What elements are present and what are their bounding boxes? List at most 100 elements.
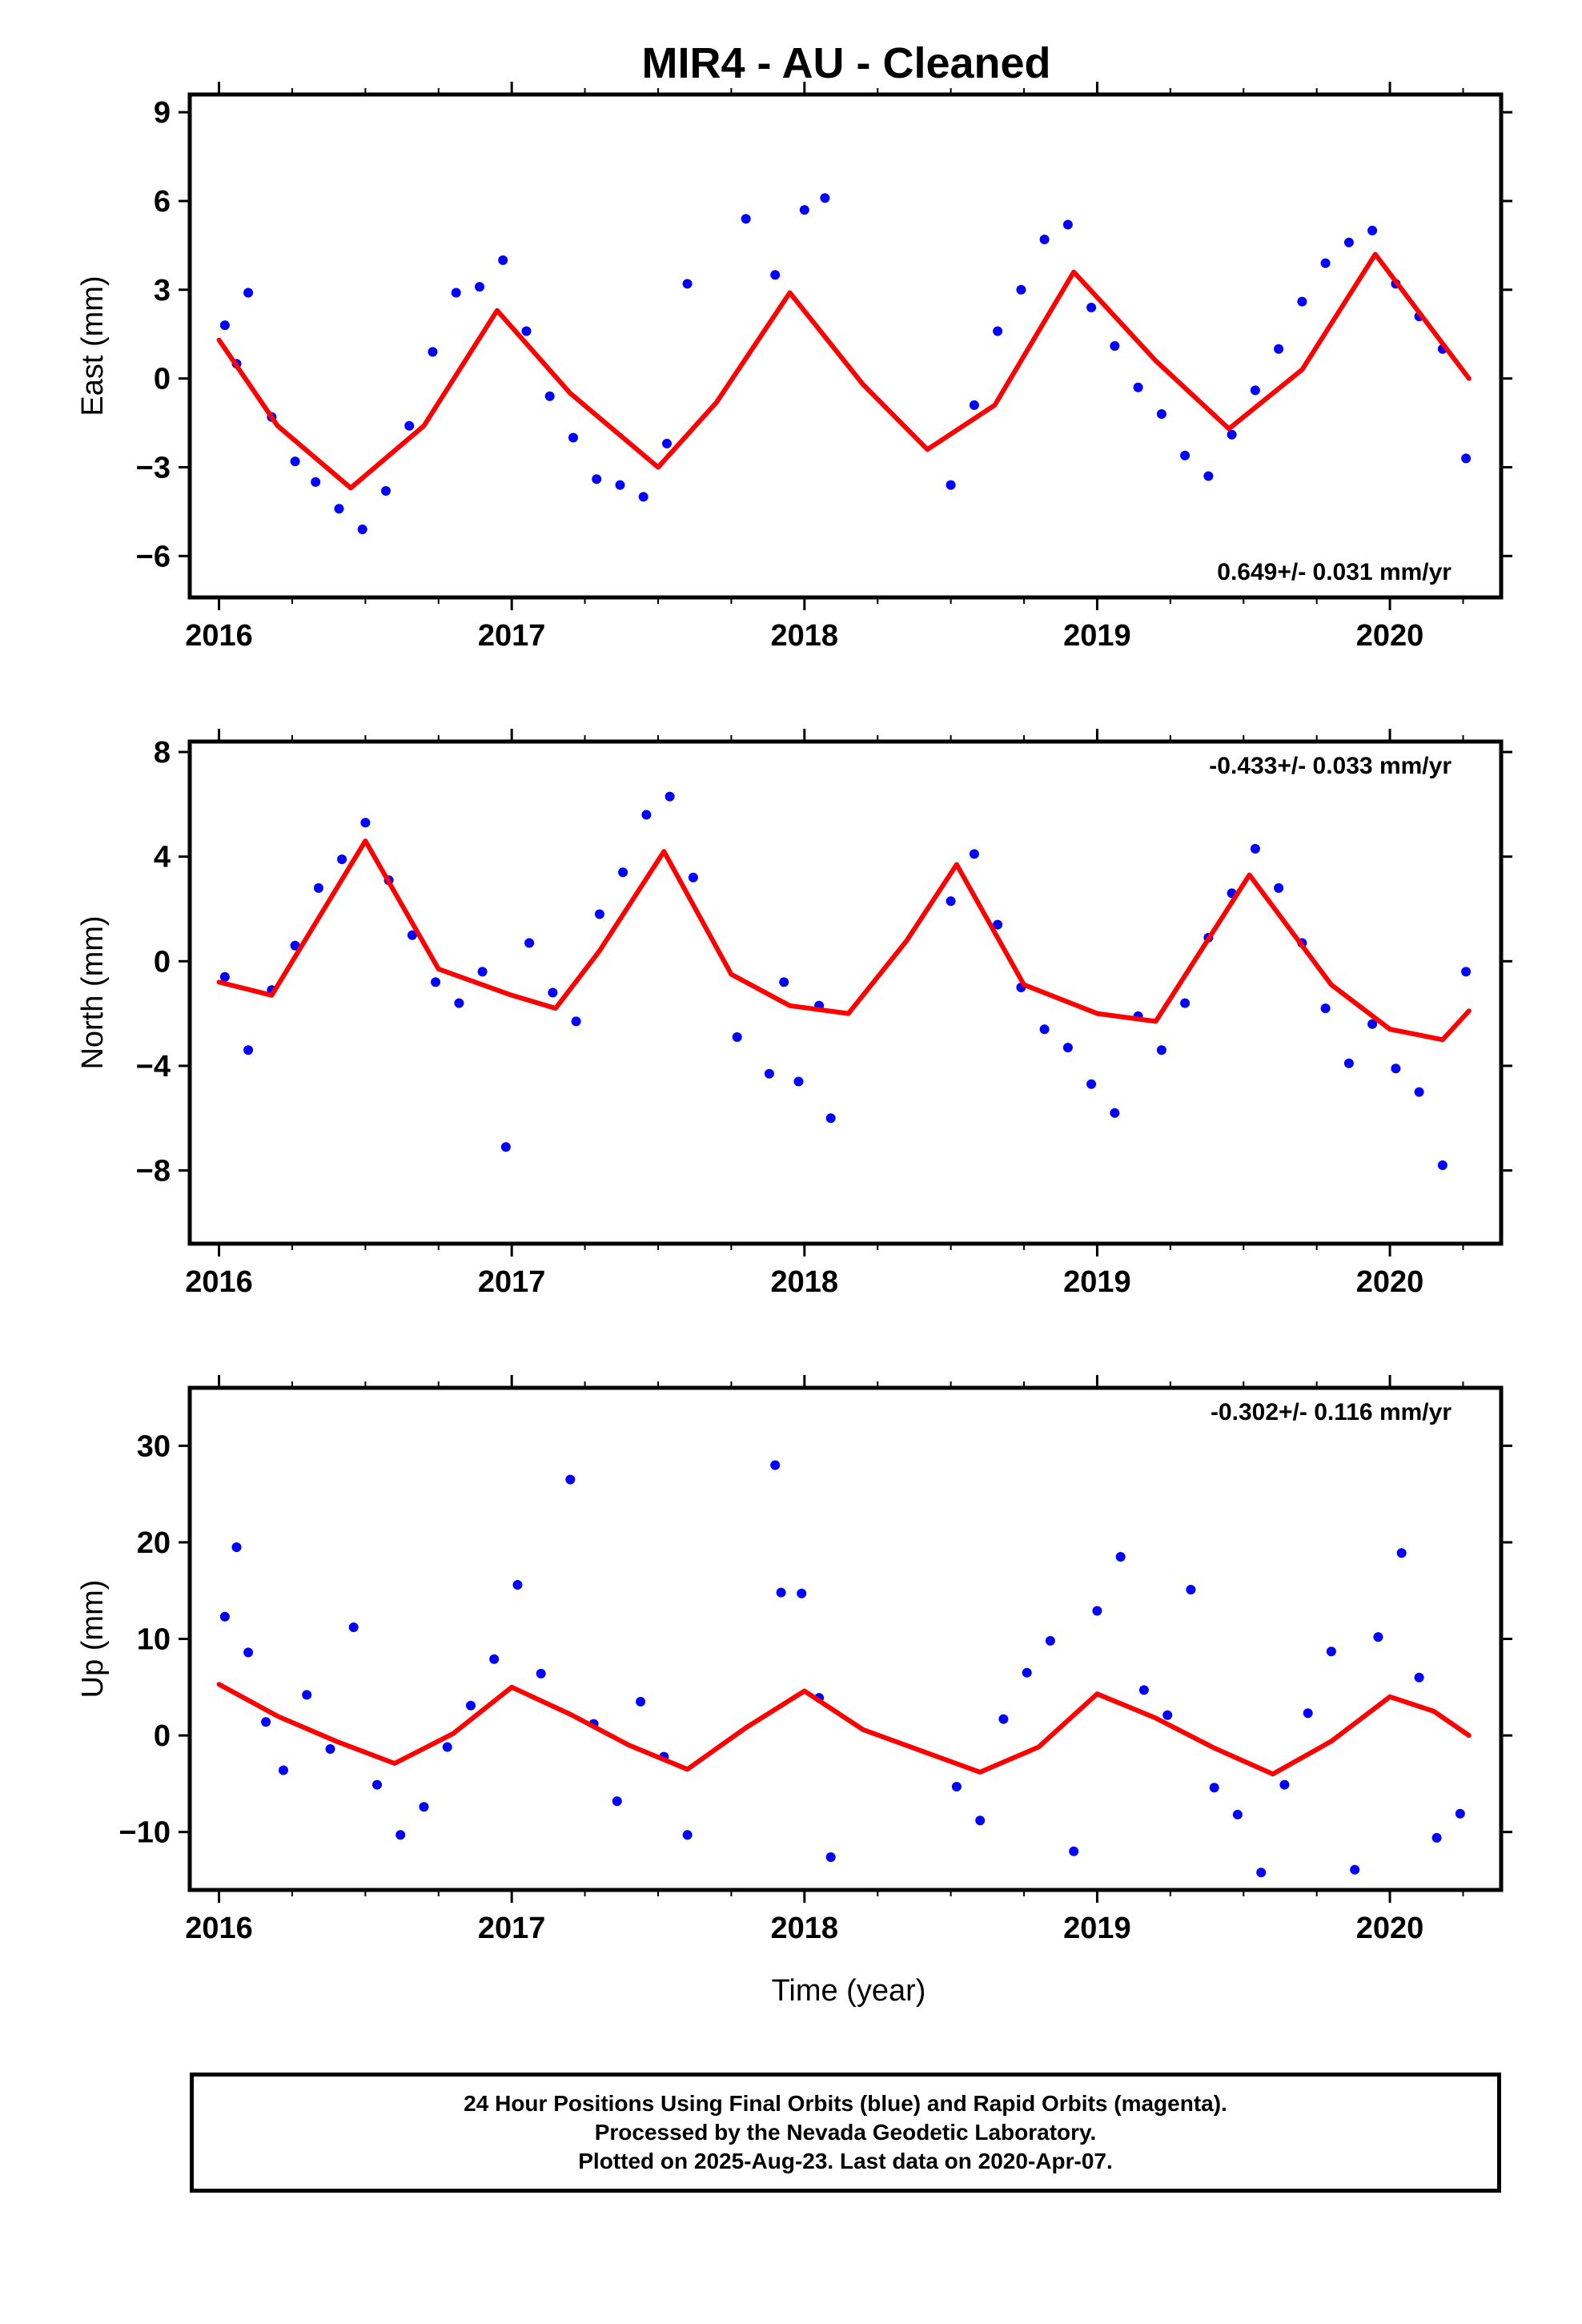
data-point: [372, 1779, 382, 1790]
data-point: [302, 1690, 312, 1700]
figure-title: MIR4 - AU - Cleaned: [641, 39, 1050, 87]
data-point: [779, 977, 789, 987]
data-point: [407, 930, 417, 940]
data-point: [1431, 1832, 1442, 1843]
y-tick-label: −4: [136, 1050, 171, 1084]
data-point: [1414, 1087, 1424, 1097]
data-point: [1092, 1606, 1102, 1616]
y-axis-label: North (mm): [76, 915, 110, 1069]
y-tick-label: 6: [154, 185, 171, 219]
data-point: [1209, 1783, 1219, 1793]
y-tick-label: 0: [154, 1719, 171, 1753]
data-point: [1180, 450, 1191, 460]
seasonal-fit-curve: [216, 251, 1472, 491]
footer-line-1: 24 Hour Positions Using Final Orbits (bl…: [464, 2091, 1227, 2116]
data-point: [521, 326, 532, 336]
data-point: [243, 1647, 254, 1658]
x-tick-label: 2017: [478, 619, 546, 653]
data-point: [1391, 1063, 1401, 1074]
data-point: [1373, 1632, 1383, 1642]
data-point: [615, 480, 625, 490]
data-point: [544, 391, 555, 401]
data-point: [1086, 1079, 1097, 1089]
data-point: [565, 1474, 576, 1485]
y-tick-label: −6: [136, 540, 171, 573]
footer-line-3: Plotted on 2025-Aug-23. Last data on 202…: [578, 2149, 1113, 2173]
velocity-rate-label: 0.649+/- 0.031 mm/yr: [1217, 559, 1452, 585]
data-point: [1138, 1685, 1149, 1695]
data-point: [682, 279, 693, 289]
data-point: [311, 476, 321, 487]
data-point: [1227, 429, 1237, 440]
y-tick-label: 0: [154, 363, 171, 396]
data-point: [290, 456, 300, 467]
data-point: [219, 1611, 230, 1622]
data-point: [1186, 1585, 1196, 1594]
footer-info-box: 24 Hour Positions Using Final Orbits (bl…: [190, 2073, 1501, 2193]
y-tick-label: 30: [137, 1429, 171, 1463]
data-point: [1110, 1108, 1120, 1118]
data-point: [764, 1068, 774, 1079]
y-tick-label: −10: [119, 1816, 171, 1850]
x-tick-label: 2016: [185, 619, 253, 653]
data-point: [618, 867, 628, 878]
data-point: [1461, 967, 1472, 977]
y-tick-label: 9: [154, 96, 171, 130]
y-tick-label: −8: [136, 1155, 171, 1188]
data-point: [665, 791, 675, 802]
x-tick-label: 2017: [478, 1912, 546, 1945]
data-point: [419, 1802, 429, 1812]
data-point: [612, 1796, 622, 1807]
data-point: [638, 492, 648, 502]
data-point: [243, 287, 254, 298]
y-tick-label: 4: [154, 841, 171, 875]
data-point: [243, 1045, 254, 1055]
data-point: [1016, 284, 1026, 295]
data-point: [1162, 1710, 1173, 1720]
x-tick-label: 2018: [771, 1265, 839, 1299]
data-point: [348, 1622, 359, 1632]
data-point: [334, 504, 344, 514]
data-point: [1022, 1667, 1032, 1678]
data-point: [1156, 1045, 1166, 1055]
data-point: [1115, 1552, 1126, 1562]
data-point: [451, 287, 461, 298]
y-axis-label: Up (mm): [76, 1580, 110, 1699]
data-point: [219, 971, 230, 982]
data-point: [1350, 1864, 1360, 1875]
data-point: [498, 255, 508, 265]
data-point: [641, 810, 652, 820]
y-tick-label: 3: [154, 274, 171, 308]
data-point: [776, 1587, 786, 1598]
data-point: [548, 987, 558, 998]
x-axis-label: Time (year): [772, 1974, 926, 2008]
data-point: [770, 270, 781, 280]
data-point: [1326, 1647, 1336, 1657]
data-point: [1297, 296, 1307, 307]
data-point: [512, 1580, 523, 1590]
data-point: [969, 849, 979, 859]
data-point: [357, 525, 367, 534]
y-tick-label: 0: [154, 945, 171, 979]
velocity-rate-label: -0.302+/- 0.116 mm/yr: [1211, 1399, 1452, 1425]
y-tick-label: −3: [136, 451, 171, 485]
data-point: [568, 432, 578, 443]
data-point: [571, 1016, 581, 1027]
data-point: [825, 1852, 836, 1862]
data-point: [1069, 1846, 1079, 1856]
data-point: [1180, 998, 1191, 1008]
data-point: [231, 1542, 242, 1552]
data-point: [688, 872, 698, 883]
data-point: [793, 1076, 804, 1087]
data-point: [219, 320, 230, 331]
data-point: [993, 326, 1003, 336]
data-point: [489, 1654, 500, 1664]
data-point: [442, 1742, 452, 1752]
data-point: [290, 940, 300, 951]
x-tick-label: 2020: [1356, 619, 1424, 653]
data-point: [662, 438, 672, 448]
data-point: [325, 1744, 335, 1754]
data-point: [1320, 1003, 1331, 1014]
panel-2: 2016 2017 2018 2019 2020 −8 −4 0 4 8 North (mm) -0.…: [76, 729, 1512, 1299]
x-tick-label: 2019: [1063, 1912, 1131, 1945]
